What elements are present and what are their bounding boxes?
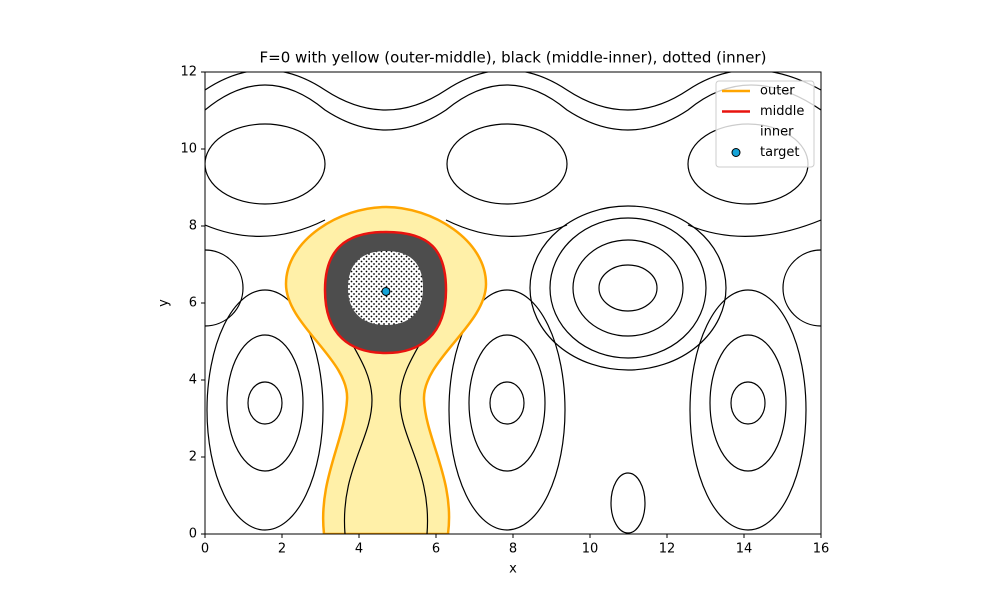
legend-label: target — [760, 145, 800, 160]
x-tick-label: 10 — [582, 542, 599, 557]
legend-label: middle — [760, 104, 804, 119]
x-tick-label: 14 — [736, 542, 753, 557]
x-tick-label: 2 — [278, 542, 286, 557]
y-tick-label: 10 — [180, 142, 197, 157]
y-tick-label: 0 — [189, 527, 197, 542]
chart-title: F=0 with yellow (outer-middle), black (m… — [260, 49, 767, 67]
y-tick-label: 4 — [189, 373, 197, 388]
x-tick-label: 4 — [355, 542, 363, 557]
x-tick-label: 12 — [659, 542, 676, 557]
x-tick-label: 0 — [201, 542, 209, 557]
target-point — [381, 286, 391, 296]
x-axis-label: x — [509, 562, 517, 577]
y-tick-label: 8 — [189, 219, 197, 234]
y-tick-label: 2 — [189, 450, 197, 465]
y-axis-label: y — [157, 299, 172, 307]
y-tick-label: 12 — [180, 65, 197, 80]
x-tick-label: 6 — [432, 542, 440, 557]
legend-swatch — [731, 148, 741, 157]
x-tick-label: 16 — [813, 542, 830, 557]
legend-label: inner — [760, 125, 794, 140]
y-tick-label: 6 — [189, 296, 197, 311]
legend-label: outer — [760, 84, 795, 99]
legend — [715, 80, 815, 168]
x-tick-label: 8 — [509, 542, 517, 557]
